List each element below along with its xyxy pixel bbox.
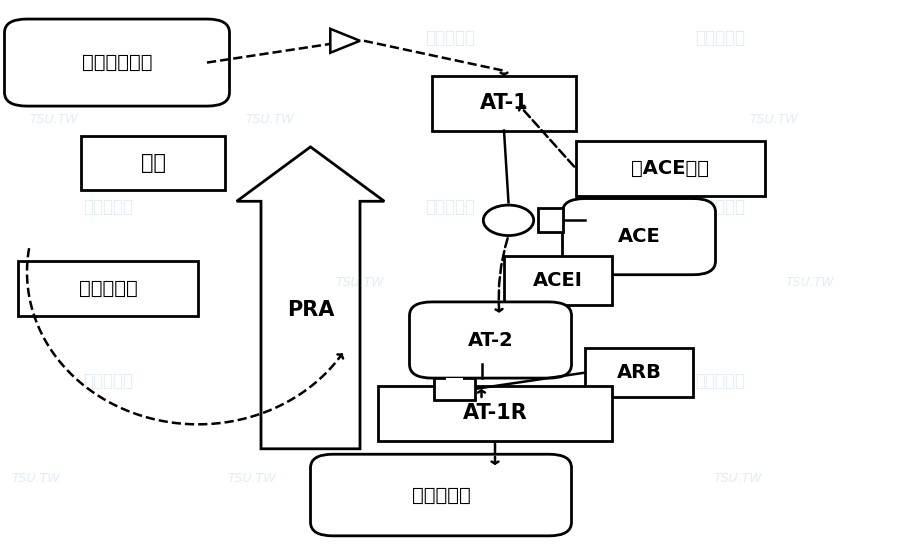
Text: 天山医学院: 天山医学院 <box>695 29 745 47</box>
Text: ACEI: ACEI <box>533 271 583 289</box>
Text: 肾素: 肾素 <box>140 153 166 173</box>
Text: 天山医学院: 天山医学院 <box>83 29 133 47</box>
Text: TSU.TW: TSU.TW <box>714 472 762 485</box>
Text: AT-1: AT-1 <box>480 94 528 113</box>
Text: PRA: PRA <box>287 300 334 320</box>
Text: TSU.TW: TSU.TW <box>228 472 276 485</box>
Text: 天山医学院: 天山医学院 <box>425 197 475 216</box>
Text: TSU.TW: TSU.TW <box>12 472 60 485</box>
Bar <box>81 136 225 190</box>
Text: 反馈调节环: 反馈调节环 <box>78 279 138 298</box>
Text: AT-1R: AT-1R <box>463 404 527 423</box>
Text: 天山医学院: 天山医学院 <box>695 197 745 216</box>
Text: AT-2: AT-2 <box>468 331 513 349</box>
FancyBboxPatch shape <box>4 19 230 106</box>
Text: 天山医学院: 天山医学院 <box>695 372 745 390</box>
Text: TSU.TW: TSU.TW <box>489 113 537 126</box>
Text: TSU.TW: TSU.TW <box>552 276 600 289</box>
Text: 天山医学院: 天山医学院 <box>425 29 475 47</box>
Text: ARB: ARB <box>616 363 662 382</box>
Bar <box>538 208 563 232</box>
Bar <box>434 378 475 400</box>
Text: TSU.TW: TSU.TW <box>30 113 78 126</box>
Text: TSU.TW: TSU.TW <box>246 113 294 126</box>
Text: ACE: ACE <box>617 227 661 246</box>
Text: TSU.TW: TSU.TW <box>786 276 834 289</box>
Text: 天山医学院: 天山医学院 <box>425 372 475 390</box>
Text: TSU.TW: TSU.TW <box>471 472 519 485</box>
Text: 血管紧张素原: 血管紧张素原 <box>82 53 152 72</box>
Text: TSU.TW: TSU.TW <box>336 276 384 289</box>
FancyBboxPatch shape <box>562 199 716 275</box>
FancyBboxPatch shape <box>310 454 572 536</box>
Bar <box>576 141 765 196</box>
Bar <box>504 256 612 305</box>
Bar <box>378 386 612 441</box>
Bar <box>18 261 198 316</box>
Bar <box>432 76 576 131</box>
FancyBboxPatch shape <box>410 302 572 378</box>
Text: 非ACE途径: 非ACE途径 <box>632 159 709 178</box>
Polygon shape <box>330 29 360 53</box>
Text: TSU.TW: TSU.TW <box>120 276 168 289</box>
Text: 生物学效应: 生物学效应 <box>411 486 471 504</box>
Text: TSU.TW: TSU.TW <box>750 113 798 126</box>
Text: 天山医学院: 天山医学院 <box>83 372 133 390</box>
Text: 天山医学院: 天山医学院 <box>83 197 133 216</box>
Bar <box>585 348 693 397</box>
Polygon shape <box>237 147 384 449</box>
Bar <box>446 378 463 388</box>
